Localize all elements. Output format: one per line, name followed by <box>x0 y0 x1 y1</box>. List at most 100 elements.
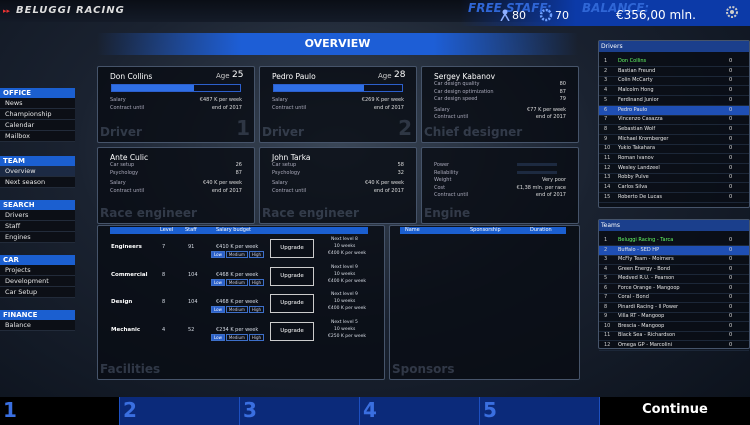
standings-row[interactable]: 4 Malcolm Hong 0 <box>599 86 749 97</box>
budget-option[interactable]: Low <box>211 306 225 313</box>
menu-item[interactable]: Calendar <box>0 120 75 131</box>
slot-number: 4 <box>363 398 377 422</box>
budget-option[interactable]: High <box>248 251 265 258</box>
entry-name: Vincenzo Casazza <box>618 116 663 123</box>
menu-item[interactable]: Development <box>0 276 75 287</box>
rating-bar <box>111 84 241 92</box>
facility-name: Commercial <box>111 271 148 278</box>
slot-number: 1 <box>236 116 250 140</box>
stat-value: €487 K per week <box>199 97 242 103</box>
entry-name: Force Orange - Mangoop <box>618 284 680 291</box>
budget-option[interactable]: High <box>248 278 265 286</box>
standings-row[interactable]: 15 Roberto De Lucas 0 <box>599 193 749 203</box>
slot-tab[interactable]: 1 <box>0 397 120 425</box>
menu-item[interactable]: Balance <box>0 320 75 331</box>
standings-row[interactable]: 6 Force Orange - Mangoop 0 <box>599 284 749 294</box>
slot-tab[interactable]: 5 <box>480 397 600 425</box>
standings-row[interactable]: 6 Pedro Paulo 0 <box>599 105 749 116</box>
menu-item[interactable]: Staff <box>0 221 75 232</box>
stat-label: Salary <box>272 180 288 186</box>
standings-row[interactable]: 3 Colin McCarty 0 <box>599 76 749 87</box>
staff-card: John Tarka Car setup 58 Psychology 32 Salary €… <box>259 147 417 224</box>
menu-item[interactable]: Mailbox <box>0 131 75 142</box>
standings-row[interactable]: 13 Robby Pulve 0 <box>599 173 749 184</box>
entry-name: Carlos Silva <box>618 184 648 191</box>
standings-row[interactable]: 7 Vincenzo Casazza 0 <box>599 115 749 126</box>
budget-option[interactable]: Low <box>211 251 225 258</box>
stat-value: €269 K per week <box>361 97 404 103</box>
standings-row[interactable]: 5 Medved R.U. - Pearson 0 <box>599 274 749 284</box>
staff-card: Don Collins Age 25 Salary €487 K per week Con… <box>97 66 255 143</box>
position: 8 <box>604 125 608 132</box>
entry-name: Don Collins <box>618 58 647 64</box>
slot-tab[interactable]: 4 <box>360 397 480 425</box>
upgrade-button[interactable]: Upgrade <box>270 266 314 286</box>
upgrade-button[interactable]: Upgrade <box>270 294 314 313</box>
standings-row[interactable]: 10 Brescia - Mangoop 0 <box>599 322 749 332</box>
standings-row[interactable]: 2 Buffalo - SED HP 0 <box>599 245 749 256</box>
budget-option[interactable]: Low <box>211 333 225 341</box>
upgrade-button[interactable]: Upgrade <box>270 321 314 341</box>
budget-option[interactable]: Medium <box>225 251 248 258</box>
staff-card: Pedro Paulo Age 28 Salary €269 K per week Con… <box>259 66 417 143</box>
stat-label: Car design speed <box>434 96 478 102</box>
standings-row[interactable]: 11 Roman Ivanov 0 <box>599 154 749 164</box>
standings-row[interactable]: 4 Green Energy - Bond 0 <box>599 265 749 275</box>
budget-option[interactable]: High <box>248 306 265 313</box>
menu-item[interactable]: Drivers <box>0 210 75 221</box>
standings-row[interactable]: 1 Beluggi Racing - Tarca 0 <box>599 236 749 246</box>
points: 0 <box>729 265 733 272</box>
stat-value: end of 2017 <box>535 114 566 120</box>
stat-label: Psychology <box>272 169 301 176</box>
stat-label: Cost <box>434 184 446 191</box>
budget-option[interactable]: Medium <box>225 278 248 286</box>
stat-bar <box>517 163 557 166</box>
budget-option[interactable]: Medium <box>225 306 248 313</box>
standings-row[interactable]: 2 Bastian Freund 0 <box>599 67 749 77</box>
standings-row[interactable]: 14 Carlos Silva 0 <box>599 183 749 194</box>
bottom-bar: 1 2 3 4 5 Continue <box>0 397 750 425</box>
menu-item[interactable]: Next season <box>0 177 75 188</box>
stat-value: Very poor <box>541 177 566 183</box>
standings-row[interactable]: 9 Michael Kromberger 0 <box>599 135 749 145</box>
entry-name: Colin McCarty <box>618 77 653 84</box>
standings-row[interactable]: 12 Wesley Landzeel 0 <box>599 164 749 174</box>
standings-row[interactable]: 10 Yukio Takahara 0 <box>599 144 749 155</box>
position: 10 <box>604 145 611 152</box>
upgrade-button[interactable]: Upgrade <box>270 239 314 258</box>
drivers-standings: Drivers 1 Don Collins 0 2 Bastian Freund 0 3 Col… <box>598 40 750 208</box>
slot-tab[interactable]: 2 <box>120 397 240 425</box>
budget-option[interactable]: High <box>248 333 265 341</box>
menu-item[interactable]: News <box>0 98 75 109</box>
points: 0 <box>729 303 733 310</box>
menu-item[interactable]: Engines <box>0 232 75 243</box>
budget-option[interactable]: Medium <box>225 333 248 341</box>
standings-row[interactable]: 11 Black Sea - Richardson 0 <box>599 331 749 341</box>
menu-item[interactable]: Overview <box>0 166 75 177</box>
entry-name: Beluggi Racing - Tarca <box>618 237 674 243</box>
stat-value: €40 K per week <box>202 180 242 186</box>
budget-option[interactable]: Low <box>211 278 225 286</box>
menu-item[interactable]: Car Setup <box>0 287 75 298</box>
standings-row[interactable]: 3 McFly Team - Moirners 0 <box>599 255 749 265</box>
facility-budget: €468 K per week <box>216 299 259 305</box>
standings-row[interactable]: 1 Don Collins 0 <box>599 57 749 67</box>
standings-row[interactable]: 9 Villa RT - Mangoop 0 <box>599 312 749 322</box>
slot-tab[interactable]: 3 <box>240 397 360 425</box>
standings-row[interactable]: 7 Coral - Bond 0 <box>599 293 749 303</box>
standings-row[interactable]: 5 Ferdinand Junior 0 <box>599 96 749 106</box>
standings-row[interactable]: 12 Omega GP - Marcolini 0 <box>599 341 749 351</box>
stat-label: Contract until <box>110 104 145 111</box>
column-header: Duration <box>530 227 552 233</box>
slot-number: 2 <box>398 116 412 140</box>
position: 7 <box>604 294 608 300</box>
standings-row[interactable]: 8 Pinardi Racing - Il Power 0 <box>599 303 749 313</box>
menu-item[interactable]: Projects <box>0 265 75 276</box>
continue-button[interactable]: Continue <box>600 397 750 425</box>
points: 0 <box>729 106 733 113</box>
role-label: Engine <box>424 206 471 220</box>
menu-item[interactable]: Championship <box>0 109 75 120</box>
standings-row[interactable]: 8 Sebastian Wolf 0 <box>599 125 749 135</box>
standings-title: Drivers <box>599 41 749 52</box>
settings-button[interactable] <box>724 4 740 20</box>
